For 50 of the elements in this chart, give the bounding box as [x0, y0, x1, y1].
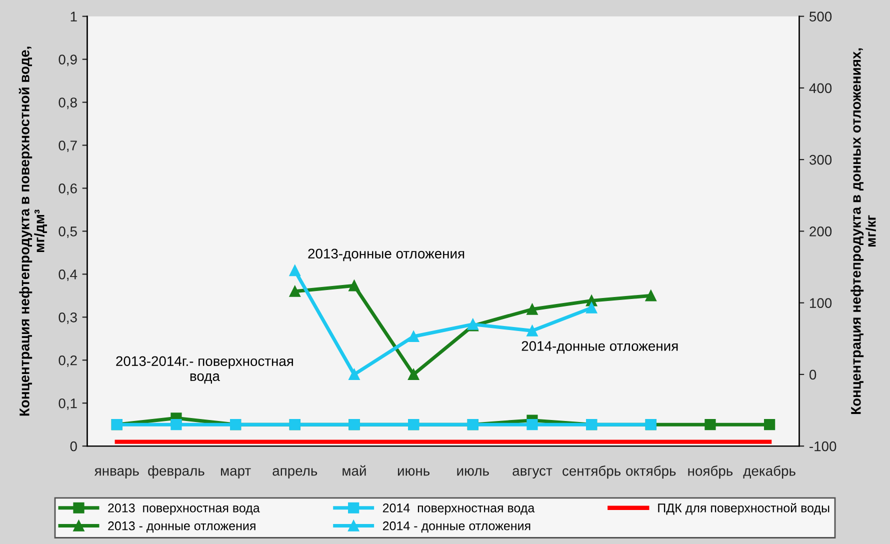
- legend-label: 2014 - донные отложения: [382, 521, 530, 533]
- annotation: 2013-2014г.- поверхностная вода: [116, 356, 293, 384]
- x-tick-label: октябрь: [626, 466, 676, 479]
- legend-label: 2013 - донные отложения: [108, 521, 256, 533]
- point: [348, 280, 360, 292]
- y-tick-label: 0,2: [58, 355, 77, 367]
- point: [526, 304, 538, 315]
- point: [586, 302, 598, 314]
- y2-tick-label: 400: [809, 83, 832, 94]
- y2-tick-label: 500: [810, 12, 832, 22]
- y2-tick-label: 200: [810, 226, 832, 236]
- y-tick-label: 0: [70, 441, 77, 452]
- point: [408, 330, 420, 342]
- point: [289, 265, 300, 276]
- y2-tick-label: 100: [810, 298, 832, 308]
- point: [408, 368, 420, 380]
- x-tick-label: февраль: [148, 466, 204, 478]
- y-tick-label: 0,5: [58, 226, 77, 238]
- annotation: 2013-донные отложения: [308, 248, 464, 262]
- x-tick-label: сентябрь: [562, 466, 621, 479]
- x-tick-label: март: [220, 468, 251, 478]
- y-tick-label: 0,3: [58, 312, 77, 324]
- legend-label: 2013 поверхностная вода: [108, 504, 260, 515]
- legend-label: ПДК для поверхностной воды: [658, 502, 830, 515]
- y-tick-label: 0,4: [58, 270, 78, 281]
- y2-axis-title: Концентрация нефтепродукта в донных отложениях, мг/кг: [850, 48, 876, 414]
- y-tick-label: 0,9: [58, 54, 77, 66]
- x-tick-label: январь: [94, 468, 139, 478]
- y-tick-label: 0,1: [58, 398, 77, 410]
- x-tick-label: ноябрь: [688, 466, 733, 479]
- y2-tick-label: -100: [810, 441, 836, 452]
- x-tick-label: июнь: [398, 468, 430, 476]
- y-tick-label: 0,7: [58, 140, 77, 152]
- x-tick-label: июль: [457, 468, 489, 476]
- y2-tick-label: 300: [809, 154, 832, 165]
- y-tick-label: 0,6: [58, 184, 77, 196]
- point: [645, 290, 656, 302]
- point: [526, 325, 538, 336]
- y-tick-label: 0,8: [58, 98, 77, 110]
- point: [289, 286, 300, 297]
- x-tick-label: апрель: [272, 468, 318, 478]
- y-axis-title: Концентрация нефтепродукта в поверхностной воде, мг/дм³: [18, 46, 47, 416]
- y2-tick-label: 0: [809, 370, 816, 380]
- point: [348, 368, 360, 380]
- x-tick-label: май: [342, 465, 366, 476]
- legend-label: 2014 поверхностная вода: [382, 504, 535, 515]
- annotation: 2014-донные отложения: [522, 341, 678, 354]
- y-tick-label: 1: [70, 12, 77, 22]
- x-tick-label: август: [512, 468, 552, 478]
- x-tick-label: декабрь: [743, 466, 796, 479]
